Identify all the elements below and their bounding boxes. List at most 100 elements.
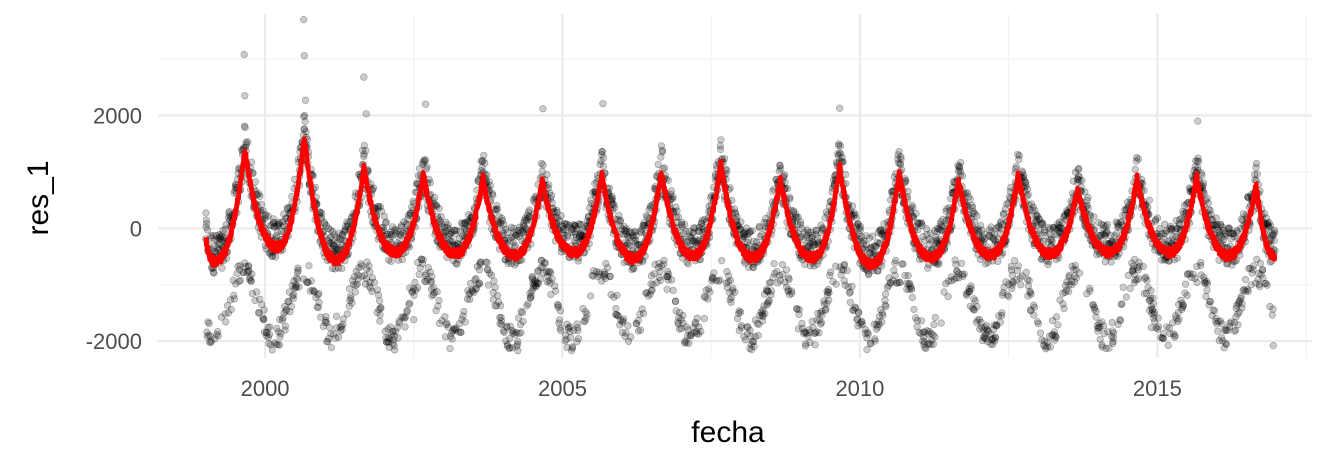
data-point <box>251 296 259 305</box>
data-point <box>1090 213 1098 221</box>
data-point <box>255 308 263 316</box>
data-point <box>603 264 612 272</box>
data-point <box>218 264 226 272</box>
data-point <box>376 317 384 325</box>
data-point-outlier <box>689 323 697 332</box>
data-point <box>301 117 309 126</box>
data-point <box>912 209 920 217</box>
data-point <box>1147 287 1155 295</box>
data-point <box>1234 321 1242 329</box>
data-point-outlier <box>808 317 816 325</box>
data-point <box>1116 317 1125 325</box>
data-point <box>382 218 390 226</box>
data-point <box>247 277 255 285</box>
data-point <box>856 222 865 231</box>
data-point <box>1143 276 1151 285</box>
data-point <box>1222 340 1231 349</box>
data-point <box>543 171 551 179</box>
data-point <box>223 302 232 310</box>
data-point <box>1214 327 1222 335</box>
data-point-outlier <box>1194 117 1202 125</box>
data-point <box>634 317 642 325</box>
data-point <box>610 204 619 212</box>
data-point-outlier <box>599 100 607 108</box>
data-point <box>1052 333 1060 341</box>
data-point <box>1154 314 1162 322</box>
data-point <box>241 123 249 131</box>
data-point <box>1015 151 1023 160</box>
data-point <box>387 257 395 265</box>
data-point <box>1211 307 1219 315</box>
data-point <box>1118 300 1126 308</box>
data-point <box>484 281 493 289</box>
data-point <box>881 290 890 298</box>
data-point <box>931 313 939 322</box>
data-point <box>365 262 373 270</box>
data-point <box>822 305 830 313</box>
data-point <box>1078 176 1086 185</box>
data-point <box>476 280 484 288</box>
data-point <box>1145 196 1153 204</box>
data-point <box>929 340 938 348</box>
data-point <box>240 122 248 130</box>
data-point <box>786 195 794 203</box>
data-point <box>1084 193 1092 201</box>
data-point <box>461 318 469 326</box>
data-point <box>1103 221 1111 229</box>
data-point <box>1034 320 1042 328</box>
data-point <box>930 320 938 329</box>
data-point <box>1139 262 1147 271</box>
data-point <box>944 293 952 301</box>
data-point <box>825 296 833 304</box>
data-point <box>262 329 271 337</box>
data-point <box>599 154 608 162</box>
data-point <box>1252 160 1261 168</box>
data-point <box>567 334 575 342</box>
data-point <box>239 268 247 277</box>
data-point <box>240 268 248 277</box>
data-point <box>656 276 665 284</box>
data-point <box>207 232 215 240</box>
data-point <box>202 223 210 231</box>
data-point <box>574 326 582 335</box>
data-point <box>266 323 274 331</box>
y-axis-title: res_1 <box>22 160 55 235</box>
data-point <box>245 275 254 283</box>
data-point <box>211 236 219 244</box>
data-point <box>376 297 384 305</box>
data-point <box>225 208 233 216</box>
data-point <box>882 302 890 311</box>
x-tick-label: 2000 <box>241 376 290 401</box>
data-point <box>960 270 968 278</box>
data-point <box>1195 158 1203 166</box>
data-point <box>693 314 701 322</box>
data-point <box>255 190 263 198</box>
data-point <box>680 220 689 229</box>
data-point <box>376 311 384 319</box>
data-point <box>248 270 256 278</box>
data-point-outlier <box>514 347 522 355</box>
data-point <box>817 318 826 327</box>
data-point <box>931 333 939 341</box>
data-point <box>726 277 735 285</box>
data-point <box>612 304 620 313</box>
data-point <box>1092 307 1100 316</box>
data-point <box>466 295 474 304</box>
data-point <box>244 267 252 275</box>
data-point <box>1212 214 1220 222</box>
data-point <box>782 266 791 274</box>
data-point <box>435 296 443 305</box>
data-point <box>1075 269 1084 277</box>
data-point <box>406 299 414 307</box>
data-point <box>232 280 240 288</box>
data-point <box>419 256 427 264</box>
data-point <box>209 232 217 240</box>
data-point <box>294 266 302 275</box>
data-point <box>1135 275 1143 283</box>
data-point <box>840 260 849 268</box>
data-point <box>209 268 217 276</box>
data-point <box>841 171 850 179</box>
data-point <box>435 205 443 213</box>
data-point <box>260 306 268 314</box>
